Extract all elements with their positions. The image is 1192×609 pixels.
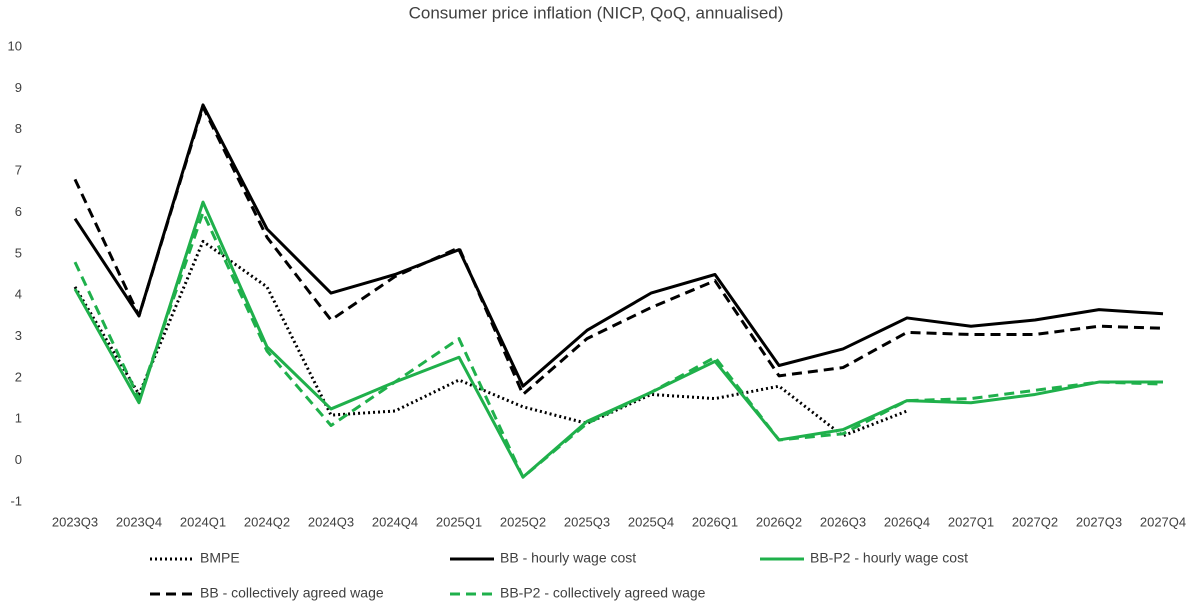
x-tick-label: 2027Q3: [1076, 514, 1122, 529]
series-line: [73, 239, 908, 438]
y-tick-label: 2: [15, 369, 22, 384]
x-tick-label: 2025Q1: [436, 514, 482, 529]
y-tick-label: -1: [10, 493, 22, 508]
legend-label: BB - hourly wage cost: [500, 550, 636, 566]
x-tick-label: 2024Q4: [372, 514, 418, 529]
x-tick-label: 2025Q2: [500, 514, 546, 529]
x-tick-label: 2027Q2: [1012, 514, 1058, 529]
y-tick-label: 6: [15, 204, 22, 219]
x-tick-label: 2027Q4: [1140, 514, 1186, 529]
series-line: [73, 210, 1164, 479]
legend-label: BB - collectively agreed wage: [200, 585, 384, 601]
y-tick-label: 0: [15, 452, 22, 467]
x-tick-label: 2026Q2: [756, 514, 802, 529]
series-line: [73, 105, 1164, 396]
x-tick-label: 2027Q1: [948, 514, 994, 529]
legend-label: BB-P2 - hourly wage cost: [810, 550, 968, 566]
legend-label: BMPE: [200, 550, 240, 566]
x-tick-label: 2026Q4: [884, 514, 930, 529]
x-tick-label: 2023Q4: [116, 514, 162, 529]
x-tick-label: 2024Q2: [244, 514, 290, 529]
x-tick-label: 2026Q1: [692, 514, 738, 529]
legend-label: BB-P2 - collectively agreed wage: [500, 585, 706, 601]
y-tick-label: 9: [15, 80, 22, 95]
x-tick-label: 2025Q3: [564, 514, 610, 529]
series-line: [73, 200, 1163, 479]
series-line: [73, 103, 1164, 388]
chart-title: Consumer price inflation (NICP, QoQ, ann…: [409, 3, 784, 22]
y-tick-label: 8: [15, 121, 22, 136]
x-tick-label: 2025Q4: [628, 514, 674, 529]
y-tick-label: 1: [15, 411, 22, 426]
x-tick-label: 2023Q3: [52, 514, 98, 529]
y-tick-label: 10: [8, 38, 22, 53]
y-tick-label: 4: [15, 287, 22, 302]
x-tick-label: 2026Q3: [820, 514, 866, 529]
x-tick-label: 2024Q3: [308, 514, 354, 529]
x-tick-label: 2024Q1: [180, 514, 226, 529]
y-tick-label: 3: [15, 328, 22, 343]
y-tick-label: 7: [15, 163, 22, 178]
y-tick-label: 5: [15, 245, 22, 260]
